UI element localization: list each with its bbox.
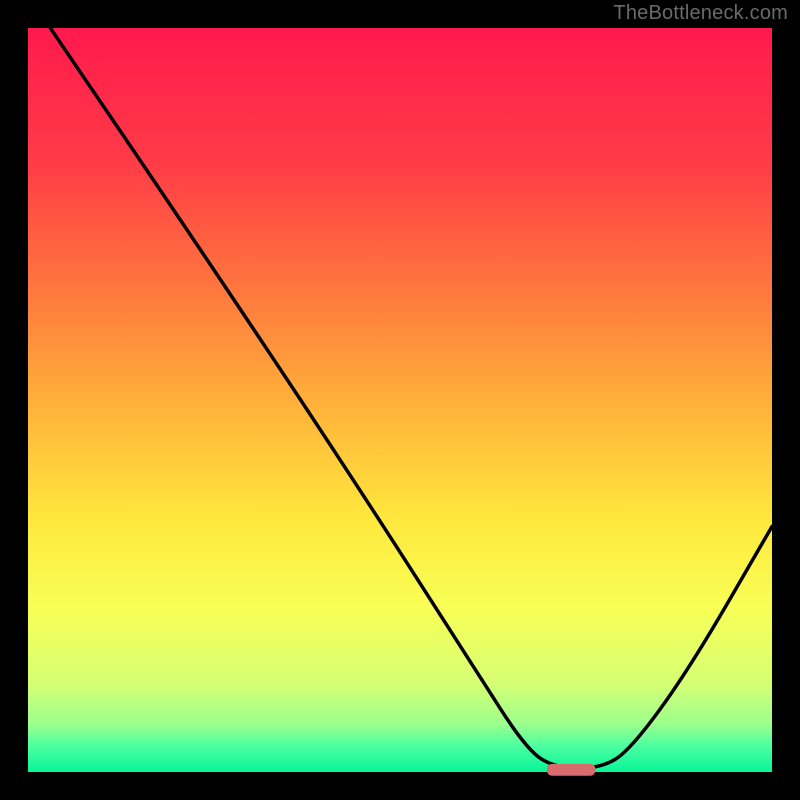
bottleneck-chart <box>0 0 800 800</box>
optimal-marker <box>547 764 595 776</box>
chart-container: TheBottleneck.com <box>0 0 800 800</box>
watermark-text: TheBottleneck.com <box>613 2 788 25</box>
plot-area <box>28 28 772 772</box>
